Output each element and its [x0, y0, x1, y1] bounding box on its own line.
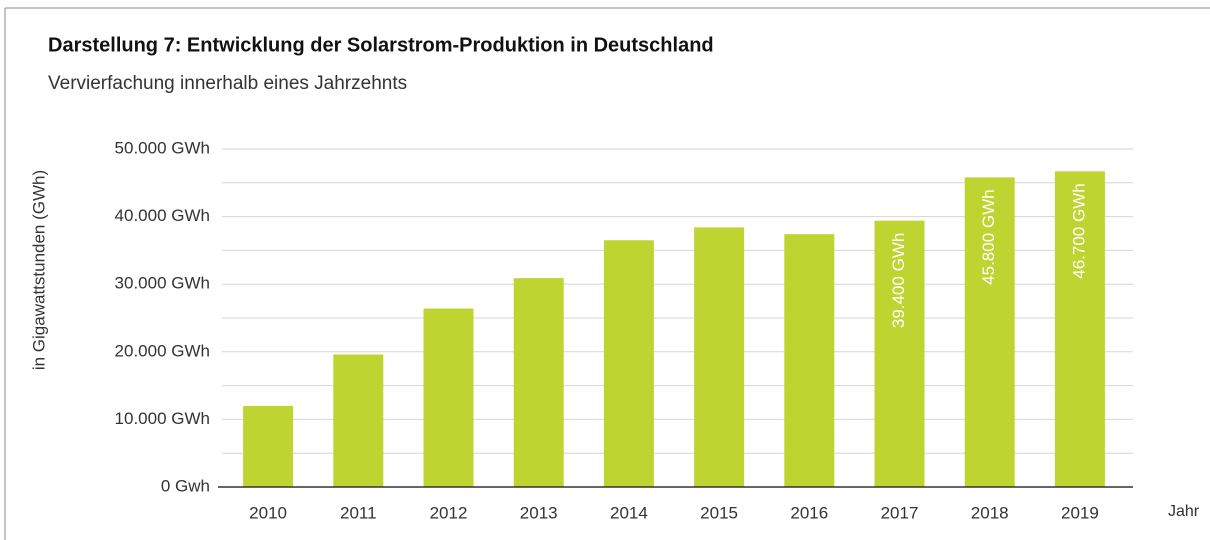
y-axis-label: in Gigawattstunden (GWh) — [29, 170, 48, 370]
bar — [694, 227, 745, 487]
bar — [603, 240, 654, 487]
x-tick-label: 2017 — [881, 503, 919, 522]
value-label: 46.700 GWh — [1069, 183, 1088, 278]
y-tick-label: 50.000 GWh — [115, 138, 210, 157]
x-tick-label: 2010 — [249, 503, 287, 522]
y-tick-label: 30.000 GWh — [115, 274, 210, 293]
bar — [423, 308, 474, 487]
bar — [513, 278, 564, 487]
chart-subtitle: Vervierfachung innerhalb eines Jahrzehnt… — [48, 73, 407, 94]
x-tick-label: 2016 — [790, 503, 828, 522]
y-tick-label: 0 Gwh — [161, 476, 210, 495]
x-tick-label: 2015 — [700, 503, 738, 522]
x-tick-label: 2019 — [1061, 503, 1099, 522]
x-tick-label: 2011 — [340, 503, 377, 522]
x-tick-label: 2018 — [971, 503, 1009, 522]
y-tick-label: 20.000 GWh — [115, 341, 210, 360]
y-tick-label: 10.000 GWh — [115, 409, 210, 428]
bar — [874, 220, 925, 487]
bar — [243, 405, 294, 487]
bar — [333, 354, 384, 487]
x-tick-label: 2013 — [520, 503, 558, 522]
x-tick-label: 2012 — [430, 503, 468, 522]
x-axis-label: Jahr — [1168, 503, 1200, 520]
bar — [784, 234, 835, 487]
bar — [964, 177, 1015, 487]
value-label: 39.400 GWh — [889, 233, 908, 328]
x-tick-label: 2014 — [610, 503, 648, 522]
chart-title: Darstellung 7: Entwicklung der Solarstro… — [48, 34, 714, 56]
y-tick-label: 40.000 GWh — [115, 206, 210, 225]
value-label: 45.800 GWh — [979, 189, 998, 284]
bar — [1054, 171, 1105, 488]
